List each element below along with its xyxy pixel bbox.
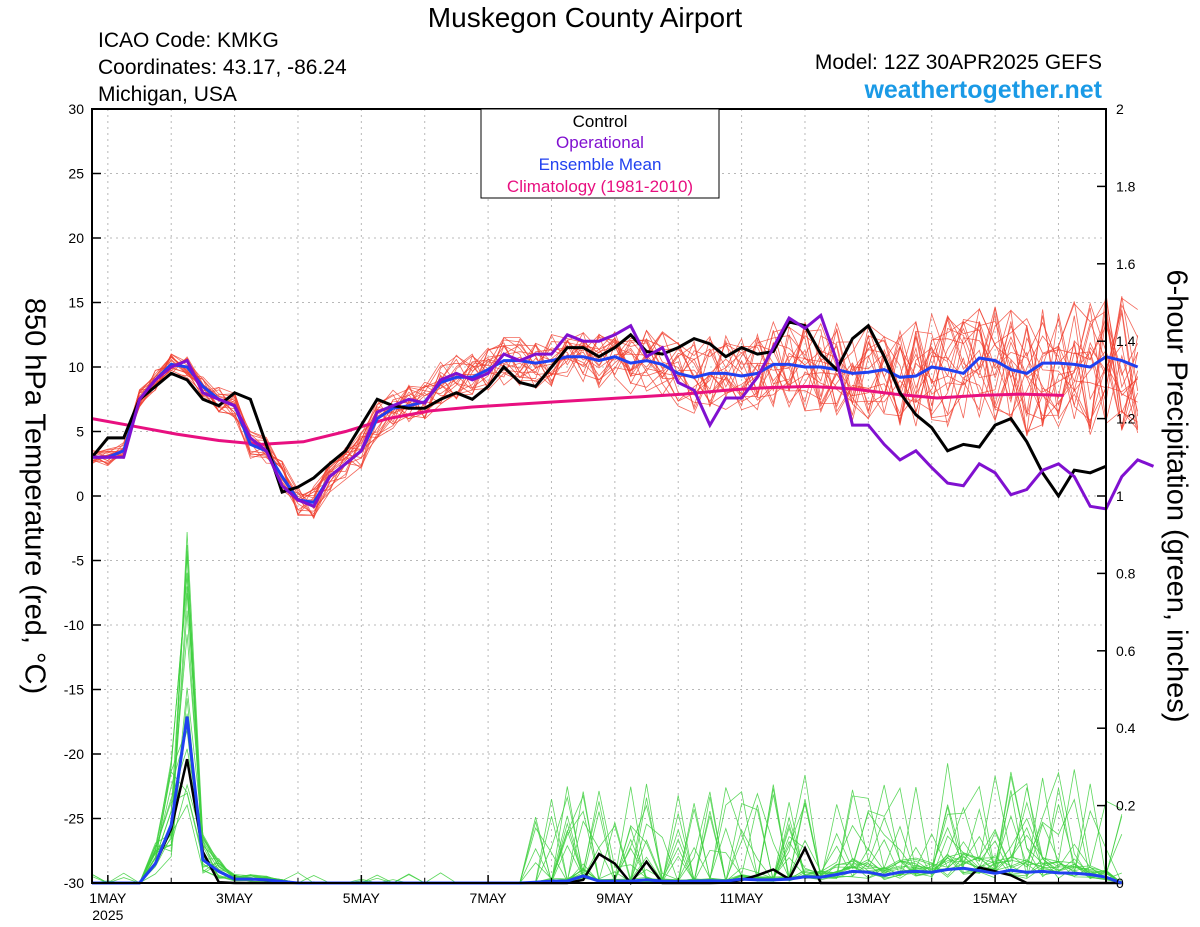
coordinates: Coordinates: 43.17, -86.24 bbox=[98, 56, 347, 79]
series-mean-precip bbox=[92, 716, 1123, 885]
series-control-temp bbox=[90, 320, 1107, 499]
y-tick-label-left: 20 bbox=[68, 230, 84, 246]
y-tick-label-right: 1.2 bbox=[1116, 411, 1136, 427]
x-tick-sublabel: 2025 bbox=[92, 907, 123, 923]
y-tick-label-right: 1.6 bbox=[1116, 256, 1136, 272]
plot-frame bbox=[91, 108, 1107, 884]
model-run: Model: 12Z 30APR2025 GEFS bbox=[814, 51, 1102, 74]
ensemble-member-temp bbox=[91, 317, 1139, 520]
y-tick-label-left: 5 bbox=[76, 424, 84, 440]
y-tick-label-right: 0.8 bbox=[1116, 565, 1136, 581]
legend-operational: Operational bbox=[556, 133, 644, 152]
y-tick-label-left: -25 bbox=[64, 811, 84, 827]
location: Michigan, USA bbox=[98, 83, 237, 106]
gridlines bbox=[92, 109, 1106, 883]
y-tick-label-left: 0 bbox=[76, 488, 84, 504]
site-link[interactable]: weathertogether.net bbox=[864, 76, 1102, 104]
x-tick-label: 5MAY bbox=[343, 890, 381, 906]
axis-ticks: 302520151050-5-10-15-20-25-3021.81.61.41… bbox=[64, 101, 1136, 923]
legend-climatology: Climatology (1981-2010) bbox=[507, 177, 693, 196]
ensemble-member-temp bbox=[91, 301, 1139, 517]
y-tick-label-left: 10 bbox=[68, 359, 84, 375]
y-tick-label-left: 25 bbox=[68, 166, 84, 182]
y-tick-label-right: 1.8 bbox=[1116, 178, 1136, 194]
legend-box bbox=[480, 108, 720, 199]
ensemble-member-precip bbox=[92, 550, 1122, 884]
y-tick-label-right: 1 bbox=[1116, 488, 1124, 504]
series-lines bbox=[90, 312, 1155, 886]
ensemble-member-precip bbox=[92, 784, 1122, 884]
ensemble-member-precip bbox=[92, 544, 1123, 884]
legend: Control Operational Ensemble Mean Climat… bbox=[480, 108, 720, 199]
station-info: ICAO Code: KMKG Coordinates: 43.17, -86.… bbox=[98, 27, 347, 108]
y-tick-label-left: -15 bbox=[64, 682, 84, 698]
y-tick-label-left: -30 bbox=[64, 875, 84, 891]
y-tick-label-right: 2 bbox=[1116, 101, 1124, 117]
y-tick-label-right: 1.4 bbox=[1116, 333, 1136, 349]
x-tick-label: 15MAY bbox=[973, 890, 1019, 906]
y-tick-label-left: -5 bbox=[72, 553, 85, 569]
ensemble-member-precip bbox=[91, 556, 1123, 884]
x-tick-label: 7MAY bbox=[470, 890, 508, 906]
legend-control: Control bbox=[573, 112, 628, 131]
ensemble-members-precip bbox=[91, 531, 1123, 884]
ensemble-member-temp bbox=[91, 307, 1139, 508]
y-tick-label-left: 15 bbox=[68, 295, 84, 311]
y-tick-label-right: 0.2 bbox=[1116, 798, 1136, 814]
chart-title: Muskegon County Airport bbox=[427, 2, 743, 33]
ensemble-member-temp bbox=[91, 312, 1139, 510]
ensemble-member-temp bbox=[91, 306, 1138, 511]
icao-code: ICAO Code: KMKG bbox=[98, 29, 279, 52]
y-tick-label-right: 0.4 bbox=[1116, 720, 1136, 736]
ensemble-member-temp bbox=[91, 308, 1139, 500]
y-tick-label-right: 0 bbox=[1116, 875, 1124, 891]
series-operational-temp bbox=[92, 312, 1155, 511]
x-tick-label: 1MAY bbox=[89, 890, 127, 906]
y-tick-label-right: 0.6 bbox=[1116, 643, 1136, 659]
x-tick-label: 11MAY bbox=[720, 890, 764, 906]
y-tick-label-left: -10 bbox=[64, 617, 84, 633]
legend-ensemble-mean: Ensemble Mean bbox=[539, 155, 662, 174]
x-tick-label: 13MAY bbox=[846, 890, 892, 906]
y-tick-label-left: 30 bbox=[68, 101, 84, 117]
y-tick-label-left: -20 bbox=[64, 746, 84, 762]
x-tick-label: 3MAY bbox=[216, 890, 254, 906]
x-tick-label: 9MAY bbox=[596, 890, 634, 906]
